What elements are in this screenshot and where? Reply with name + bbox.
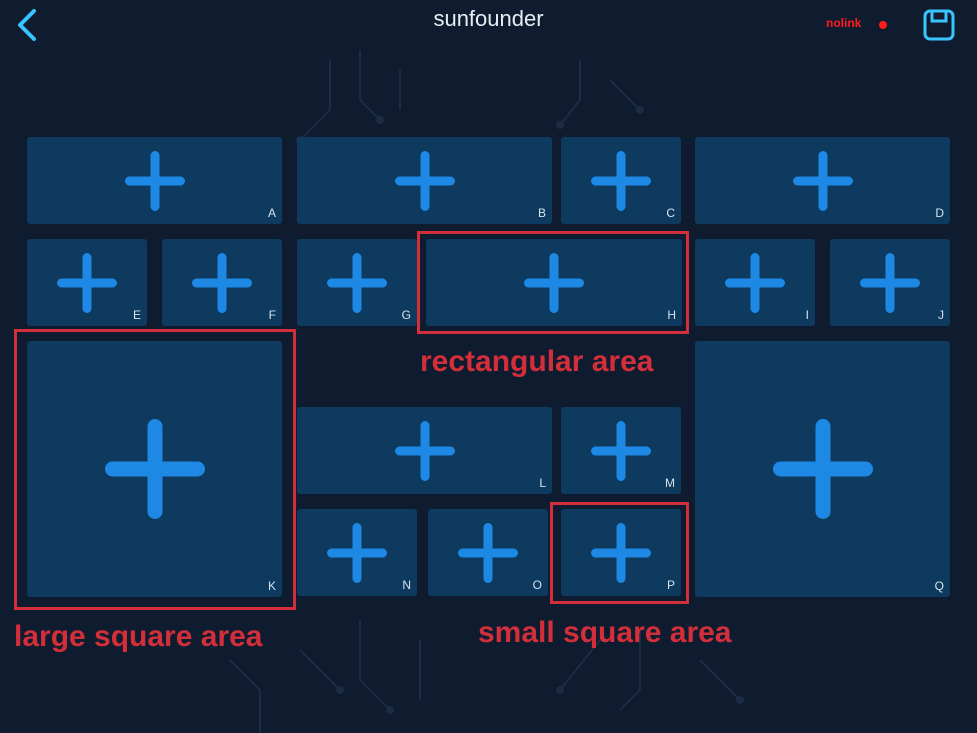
area-g[interactable]: G	[297, 239, 417, 326]
area-letter: B	[537, 206, 546, 220]
area-k[interactable]: K	[27, 341, 282, 597]
area-l[interactable]: L	[297, 407, 552, 494]
area-c[interactable]: C	[561, 137, 681, 224]
area-letter: K	[267, 579, 276, 593]
area-b[interactable]: B	[297, 137, 552, 224]
area-j[interactable]: J	[830, 239, 950, 326]
area-o[interactable]: O	[428, 509, 548, 596]
chevron-left-icon	[18, 9, 36, 41]
plus-icon	[860, 252, 920, 313]
plus-icon	[57, 252, 117, 313]
plus-icon	[192, 252, 252, 313]
area-letter: J	[938, 308, 944, 322]
area-m[interactable]: M	[561, 407, 681, 494]
plus-icon	[327, 252, 387, 313]
callout-rectangular-box	[417, 231, 689, 334]
plus-icon	[591, 522, 651, 583]
plus-icon	[394, 150, 455, 211]
callout-rectangular-label: rectangular area	[420, 345, 654, 378]
callout-large-square-label: large square area	[14, 620, 263, 653]
area-letter: L	[539, 476, 546, 490]
plus-icon	[772, 419, 873, 519]
area-letter: N	[402, 578, 411, 592]
area-letter: H	[667, 308, 676, 322]
area-q[interactable]: Q	[695, 341, 950, 597]
plus-icon	[591, 150, 651, 211]
area-letter: I	[805, 308, 809, 322]
area-a[interactable]: A	[27, 137, 282, 224]
area-letter: M	[665, 476, 675, 490]
plus-icon	[792, 150, 853, 211]
plus-icon	[524, 252, 584, 313]
callout-small-square-box	[550, 502, 689, 604]
area-letter: F	[268, 308, 276, 322]
top-bar: sunfounder nolink	[0, 0, 977, 50]
area-letter: D	[935, 206, 944, 220]
area-i[interactable]: I	[695, 239, 815, 326]
area-letter: O	[532, 578, 542, 592]
status-dot-icon	[879, 21, 887, 29]
area-h[interactable]: H	[426, 239, 682, 326]
area-letter: P	[666, 578, 675, 592]
callout-small-square-label: small square area	[478, 616, 732, 649]
area-p[interactable]: P	[561, 509, 681, 596]
area-letter: G	[401, 308, 411, 322]
connection-status: nolink	[826, 16, 862, 30]
plus-icon	[591, 420, 651, 481]
save-button[interactable]	[922, 8, 956, 42]
plus-icon	[394, 420, 455, 481]
area-letter: E	[132, 308, 141, 322]
area-letter: A	[267, 206, 276, 220]
area-letter: C	[666, 206, 675, 220]
back-button[interactable]	[10, 6, 44, 44]
plus-icon	[124, 150, 185, 211]
callout-large-square-box	[14, 329, 296, 610]
area-f[interactable]: F	[162, 239, 282, 326]
plus-icon	[458, 522, 518, 583]
plus-icon	[327, 522, 387, 583]
area-d[interactable]: D	[695, 137, 950, 224]
area-letter: Q	[934, 579, 944, 593]
area-e[interactable]: E	[27, 239, 147, 326]
plus-icon	[104, 419, 205, 519]
app-title: sunfounder	[433, 6, 544, 31]
plus-icon	[725, 252, 785, 313]
save-icon	[923, 9, 955, 41]
area-n[interactable]: N	[297, 509, 417, 596]
